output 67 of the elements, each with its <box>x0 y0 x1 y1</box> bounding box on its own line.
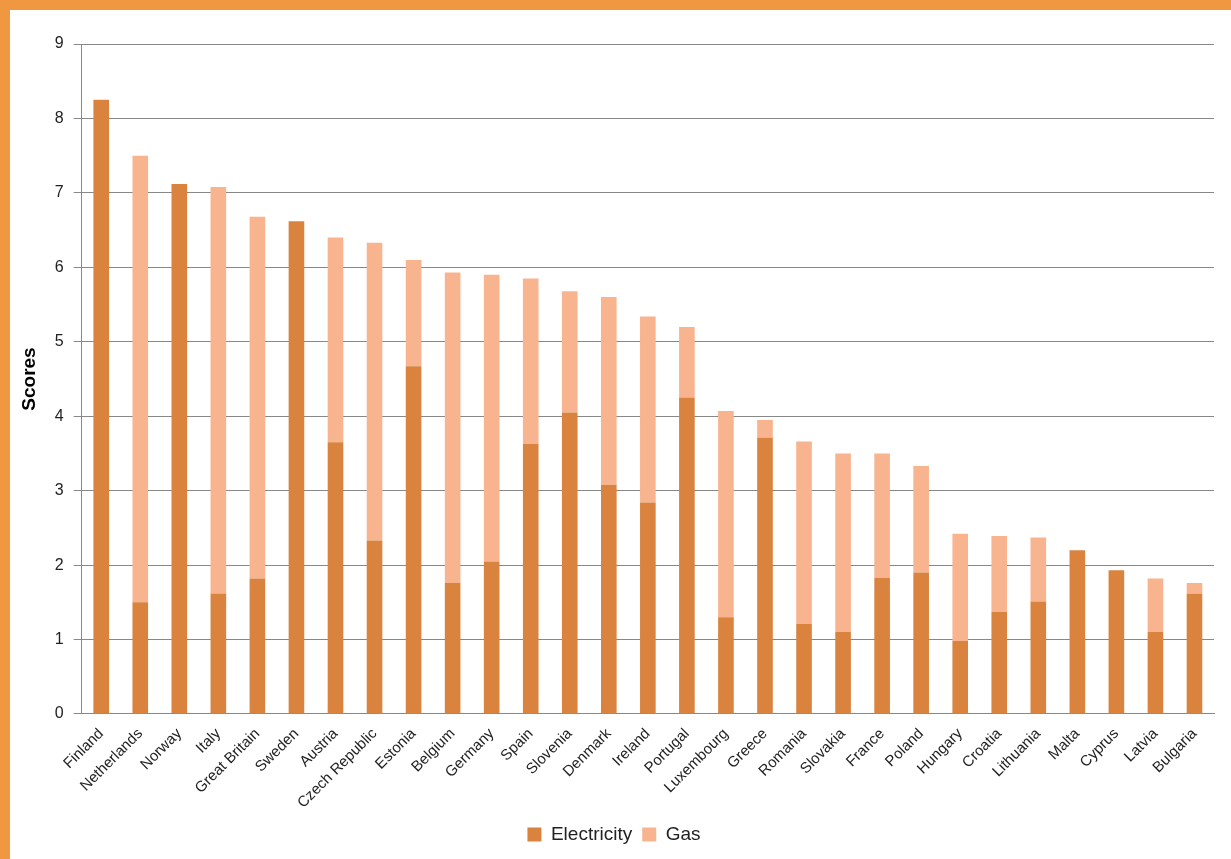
y-tick-label: 7 <box>54 183 64 201</box>
bar <box>288 221 305 714</box>
bar <box>1030 601 1047 714</box>
bar <box>991 612 1008 714</box>
bar <box>718 411 734 618</box>
y-tick-label: 6 <box>54 257 64 275</box>
bar <box>1147 578 1164 633</box>
bar <box>132 155 149 603</box>
bar <box>561 412 578 714</box>
bar <box>366 242 383 541</box>
bar <box>835 632 851 714</box>
y-tick-label: 9 <box>54 34 64 52</box>
bar <box>561 291 578 413</box>
bar <box>640 316 656 503</box>
bar <box>874 577 890 714</box>
bar <box>405 366 422 714</box>
bar <box>93 99 110 714</box>
bar <box>1108 570 1125 714</box>
bar <box>679 326 695 398</box>
bar <box>327 442 344 714</box>
bar <box>1030 537 1047 602</box>
bar <box>210 593 227 714</box>
bar <box>405 259 422 367</box>
bar <box>874 453 890 578</box>
bar <box>132 602 149 714</box>
bar <box>444 582 461 714</box>
bar <box>327 237 344 443</box>
bar <box>796 441 812 624</box>
x-tick-label: Italy <box>191 724 224 756</box>
bar <box>210 186 227 594</box>
bar <box>249 578 266 714</box>
bar <box>952 533 969 642</box>
y-axis-title: Scores <box>17 347 39 411</box>
bar <box>718 617 734 714</box>
bar <box>991 536 1008 612</box>
bar <box>679 397 695 714</box>
bar <box>640 502 656 714</box>
legend-label: Gas <box>665 822 701 844</box>
bar <box>1186 593 1203 714</box>
bar <box>522 278 539 444</box>
y-tick-label: 1 <box>54 629 64 647</box>
bar <box>483 561 500 714</box>
bar <box>601 297 617 485</box>
bar <box>1069 550 1086 714</box>
bar <box>444 272 461 583</box>
y-tick-label: 8 <box>54 108 64 126</box>
bar <box>757 419 773 438</box>
bar <box>1147 632 1164 714</box>
bar <box>835 453 851 633</box>
y-tick-label: 0 <box>54 704 64 722</box>
bar <box>757 437 773 714</box>
bar <box>1186 582 1203 594</box>
bar <box>913 466 929 573</box>
bar <box>171 183 188 714</box>
bar <box>483 274 500 562</box>
bar <box>522 443 539 714</box>
y-tick-label: 2 <box>54 555 64 573</box>
bar <box>796 623 812 714</box>
bar <box>913 572 929 714</box>
bar <box>601 484 617 714</box>
bar <box>366 540 383 714</box>
bar <box>249 216 266 579</box>
bar <box>952 641 969 714</box>
y-tick-label: 5 <box>54 332 64 350</box>
legend-label: Electricity <box>550 822 633 844</box>
y-tick-label: 4 <box>54 406 64 424</box>
y-tick-label: 3 <box>54 481 64 499</box>
